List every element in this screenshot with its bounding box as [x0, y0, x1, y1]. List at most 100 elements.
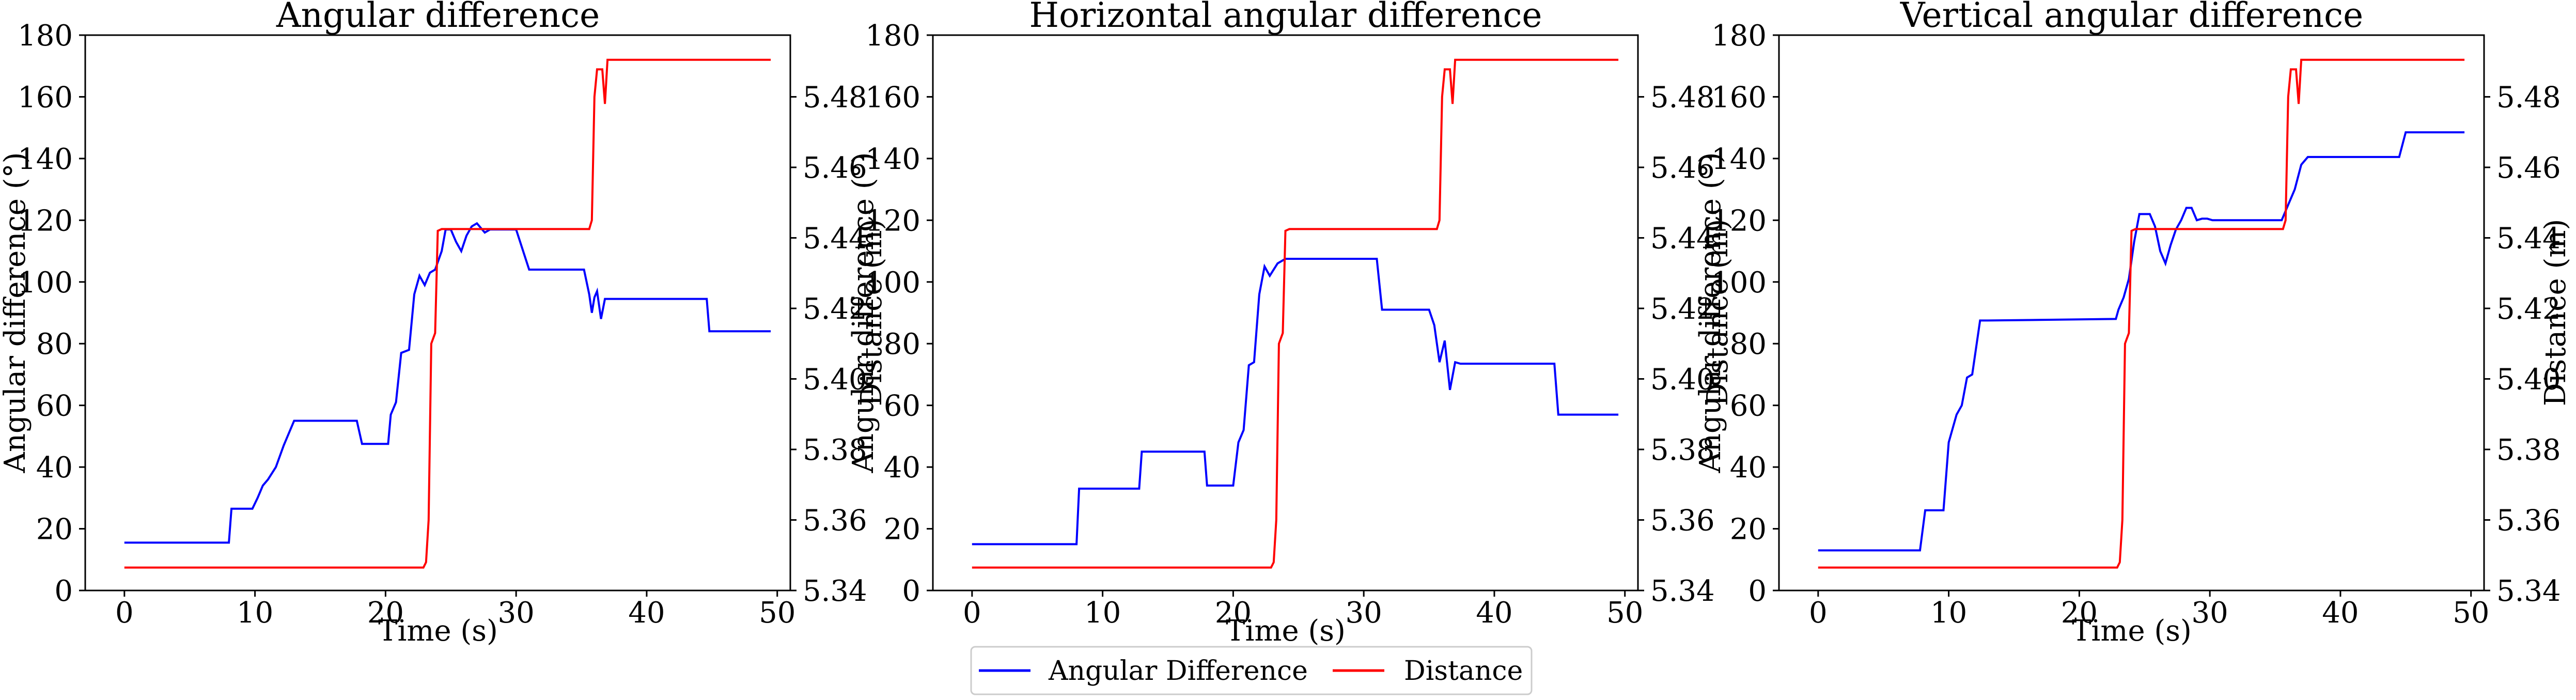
y2-tick-label: 5.34	[1650, 574, 1715, 608]
x-tick-label: 40	[2322, 596, 2359, 630]
x-tick-label: 50	[2453, 596, 2489, 630]
x-tick-label: 10	[1930, 596, 1967, 630]
subplot-2-y2-axis-label: Distance (m)	[1701, 219, 1735, 407]
subplot-2-title: Horizontal angular difference	[1029, 0, 1542, 35]
y2-tick-label: 5.46	[1650, 151, 1715, 185]
subplot-1-y-ticks: 0 20 40 60 80 100 120 140 160 180	[18, 19, 85, 608]
subplot-1: Angular difference 0 10 20 30 40 50 0 20 40 60 80…	[0, 0, 888, 648]
y2-tick-label: 5.48	[2496, 81, 2561, 114]
y-tick-label: 80	[1730, 328, 1767, 361]
y-tick-label: 60	[884, 390, 920, 423]
y-tick-label: 60	[1730, 390, 1767, 423]
y-tick-label: 100	[865, 266, 920, 300]
y-tick-label: 80	[884, 328, 920, 361]
subplot-2-distance-line	[972, 58, 1619, 569]
subplot-1-distance-line	[124, 58, 771, 569]
y2-tick-label: 5.38	[803, 433, 867, 467]
legend-box	[970, 646, 1533, 695]
y2-tick-label: 5.38	[1650, 433, 1715, 467]
subplot-1-x-axis-label: Time (s)	[378, 614, 498, 648]
y-tick-label: 120	[18, 204, 73, 238]
y-tick-label: 0	[54, 574, 73, 608]
x-tick-label: 0	[963, 596, 981, 630]
legend: Angular Difference Distance	[970, 646, 1533, 695]
y2-tick-label: 5.34	[803, 574, 867, 608]
y2-tick-label: 5.36	[803, 504, 867, 537]
x-tick-label: 0	[115, 596, 134, 630]
subplot-3-frame	[1778, 34, 2485, 592]
y-tick-label: 0	[1748, 574, 1767, 608]
y2-tick-label: 5.34	[2496, 574, 2561, 608]
y-tick-label: 140	[1711, 143, 1767, 176]
subplot-2-y-ticks: 0 20 40 60 80 100 120 140 160 180	[865, 19, 933, 608]
y-tick-label: 180	[1711, 19, 1767, 53]
subplot-2-x-ticks: 0 10 20 30 40 50	[963, 590, 1643, 630]
subplot-1-x-ticks: 0 10 20 30 40 50	[115, 590, 795, 630]
x-tick-label: 20	[1215, 596, 1252, 630]
y-tick-label: 120	[865, 204, 920, 238]
y2-tick-label: 5.42	[2496, 292, 2561, 326]
subplot-3-x-axis-label: Time (s)	[2072, 614, 2192, 648]
x-tick-label: 10	[237, 596, 273, 630]
x-tick-label: 20	[2061, 596, 2098, 630]
y2-tick-label: 5.48	[803, 81, 867, 114]
subplot-1-frame	[84, 34, 791, 592]
subplot-3-y2-axis-label: Distance (m)	[2539, 219, 2572, 407]
y2-tick-label: 5.36	[1650, 504, 1715, 537]
y-tick-label: 20	[1730, 513, 1767, 547]
y2-tick-label: 5.44	[803, 222, 867, 255]
x-tick-label: 30	[2192, 596, 2228, 630]
y2-tick-label: 5.36	[2496, 504, 2561, 537]
y2-tick-label: 5.42	[803, 292, 867, 326]
y-tick-label: 40	[884, 451, 920, 485]
y2-tick-label: 5.40	[803, 363, 867, 396]
subplot-3-y-ticks: 0 20 40 60 80 100 120 140 160 180	[1711, 19, 1779, 608]
y-tick-label: 40	[36, 451, 73, 485]
x-tick-label: 20	[367, 596, 404, 630]
legend-label-distance: Distance	[1404, 656, 1523, 687]
subplot-1-title: Angular difference	[276, 0, 600, 35]
y-tick-label: 160	[18, 81, 73, 114]
legend-label-angular-difference: Angular Difference	[1048, 656, 1308, 687]
y-tick-label: 160	[865, 81, 920, 114]
y-tick-label: 120	[1711, 204, 1767, 238]
subplot-3-x-ticks: 0 10 20 30 40 50	[1809, 590, 2489, 630]
x-tick-label: 0	[1809, 596, 1828, 630]
y-tick-label: 40	[1730, 451, 1767, 485]
y2-tick-label: 5.48	[1650, 81, 1715, 114]
y-tick-label: 160	[1711, 81, 1767, 114]
subplot-1-y-axis-label: Angular difference (°)	[0, 152, 32, 474]
x-tick-label: 40	[628, 596, 665, 630]
subplot-1-y2-ticks: 5.34 5.36 5.38 5.40 5.42 5.44 5.46 5.48	[790, 81, 867, 608]
y-tick-label: 0	[902, 574, 920, 608]
subplot-2-frame	[932, 34, 1639, 592]
subplot-2-y-axis-label: Angular difference (°)	[847, 152, 880, 474]
y2-tick-label: 5.44	[2496, 222, 2561, 255]
x-tick-label: 50	[759, 596, 795, 630]
y2-tick-label: 5.40	[2496, 363, 2561, 396]
x-tick-label: 40	[1476, 596, 1512, 630]
y-tick-label: 140	[18, 143, 73, 176]
subplot-3-title: Vertical angular difference	[1900, 0, 2363, 35]
x-tick-label: 50	[1606, 596, 1643, 630]
y2-tick-label: 5.38	[2496, 433, 2561, 467]
y-tick-label: 60	[36, 390, 73, 423]
y-tick-label: 180	[865, 19, 920, 53]
x-tick-label: 10	[1084, 596, 1121, 630]
y2-tick-label: 5.42	[1650, 292, 1715, 326]
subplot-3: Vertical angular difference 0 10 20 30 40 50 …	[1694, 0, 2572, 648]
x-tick-label: 30	[1346, 596, 1382, 630]
y2-tick-label: 5.46	[2496, 151, 2561, 185]
subplot-1-y2-axis-label: Distance (m)	[855, 219, 888, 407]
y2-tick-label: 5.46	[803, 151, 867, 185]
y2-tick-label: 5.44	[1650, 222, 1715, 255]
y-tick-label: 100	[1711, 266, 1767, 300]
subplot-2-x-axis-label: Time (s)	[1226, 614, 1346, 648]
y-tick-label: 100	[18, 266, 73, 300]
subplot-2: Horizontal angular difference 0 10 20 30 40 5…	[847, 0, 1735, 648]
y-tick-label: 180	[18, 19, 73, 53]
y-tick-label: 20	[36, 513, 73, 547]
y-tick-label: 80	[36, 328, 73, 361]
subplot-3-distance-line	[1818, 58, 2465, 569]
